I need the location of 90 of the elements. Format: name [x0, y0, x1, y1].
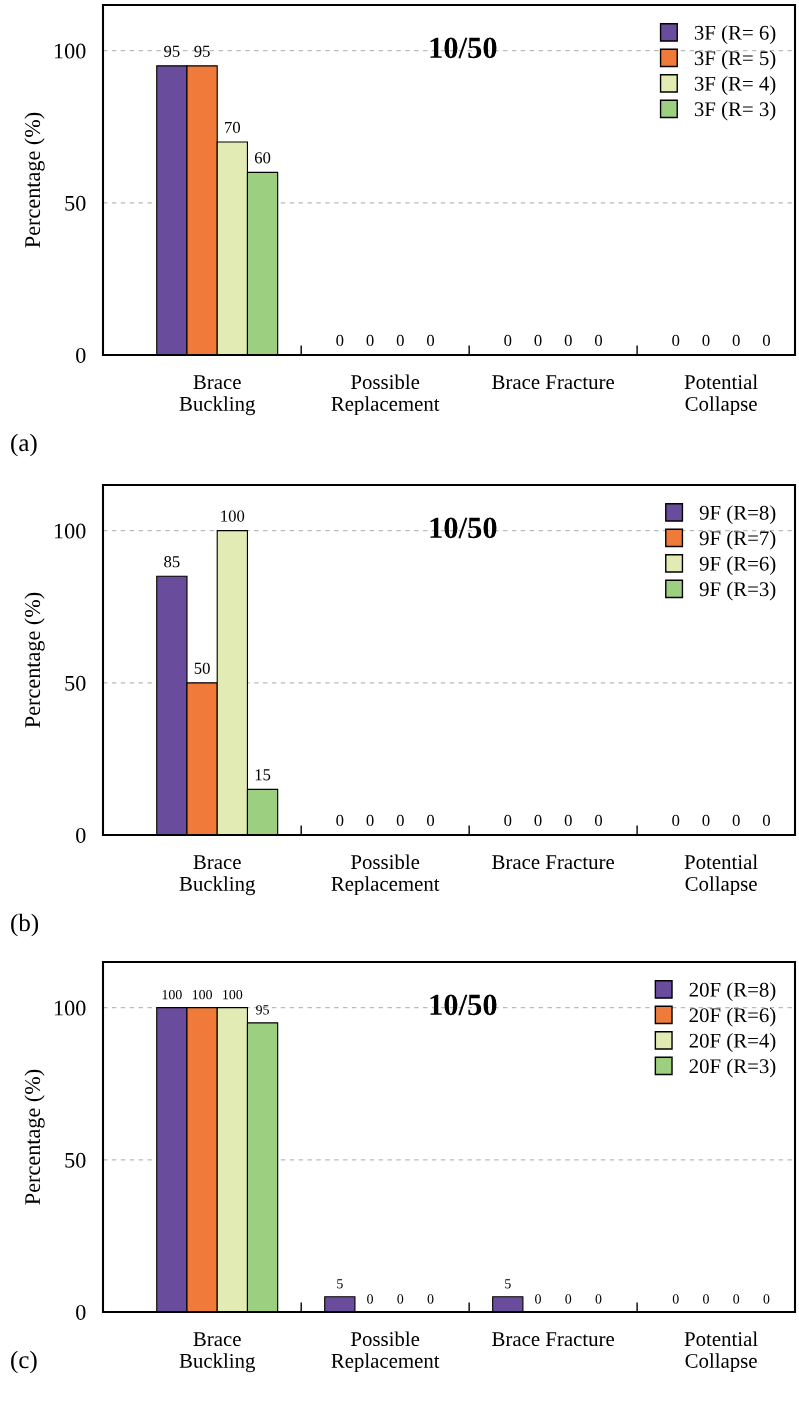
x-tick-label: Possible Replacement [331, 374, 440, 416]
y-tick-label: 100 [54, 43, 86, 59]
y-axis-title: Percentage (%) [24, 112, 45, 248]
y-tick-label: 100 [54, 523, 86, 539]
data-label: 0 [702, 814, 710, 827]
data-label: 95 [256, 1005, 269, 1015]
text: 10/50 [430, 994, 497, 1016]
data-label: 100 [192, 989, 212, 1000]
data-label: 95 [194, 45, 210, 57]
legend-label: 3F (R= 6) [694, 25, 776, 45]
y-tick-label: 100 [54, 1000, 86, 1016]
x-tick-label: Brace Fracture [492, 375, 615, 390]
y-tick-label: 50 [65, 1152, 86, 1168]
data-label: 100 [223, 989, 243, 1000]
data-label: 0 [594, 814, 603, 827]
data-label: 0 [534, 814, 542, 827]
data-label: 0 [762, 334, 770, 347]
text: 10/50 [430, 37, 497, 59]
y-axis-title: Percentage (%) [24, 592, 45, 728]
data-label: 0 [336, 814, 344, 827]
data-label: 95 [164, 45, 180, 57]
data-label: 0 [672, 1294, 679, 1304]
legend-label: 20F (R=6) [689, 1007, 776, 1027]
legend-label: 20F (R=4) [689, 1033, 776, 1052]
x-tick-label: Potential Collapse [684, 854, 758, 896]
x-tick-label: Brace Fracture [492, 855, 615, 870]
data-label: 0 [366, 814, 374, 827]
legend-label: 9F (R=7) [699, 530, 776, 550]
data-label: 0 [427, 1294, 434, 1304]
x-tick-label: Possible Replacement [331, 854, 440, 896]
y-tick-label: 50 [65, 675, 86, 691]
data-label: 0 [367, 1294, 373, 1304]
data-label: 100 [162, 989, 182, 1000]
text: (b) [11, 913, 39, 937]
legend-label: 3F (R= 3) [694, 101, 776, 121]
x-tick-label: Brace Buckling [179, 1332, 256, 1373]
text: (a) [11, 433, 37, 457]
data-label: 0 [504, 334, 512, 347]
data-label: 0 [703, 1294, 709, 1304]
legend-label: 20F (R=8) [689, 982, 776, 1002]
legend-label: 9F (R=3) [699, 581, 776, 601]
data-label: 0 [702, 334, 710, 347]
y-tick-label: 0 [76, 1304, 86, 1320]
data-label: 0 [763, 1294, 770, 1304]
legend-label: 3F (R= 4) [694, 76, 776, 95]
x-tick-label: Brace Buckling [179, 375, 256, 416]
data-label: 0 [672, 814, 680, 827]
data-label: 0 [564, 814, 572, 827]
legend-label: 20F (R=3) [689, 1058, 776, 1078]
x-tick-label: Brace Buckling [179, 855, 256, 896]
legend-label: 9F (R=6) [699, 556, 776, 575]
y-tick-label: 0 [76, 827, 86, 843]
data-label: 0 [396, 334, 404, 347]
data-label: 15 [255, 769, 271, 781]
data-label: 0 [366, 334, 374, 347]
data-label: 0 [336, 334, 344, 347]
data-label: 0 [565, 1294, 572, 1304]
data-label: 70 [225, 121, 241, 134]
x-tick-label: Possible Replacement [331, 1331, 440, 1373]
text: (c) [11, 1350, 37, 1374]
data-label: 0 [732, 814, 740, 827]
y-axis-title: Percentage (%) [24, 1069, 45, 1205]
data-label: 0 [426, 814, 435, 827]
data-label: 0 [732, 334, 740, 347]
text: 10/50 [430, 517, 497, 539]
data-label: 0 [762, 814, 770, 827]
data-label: 50 [194, 662, 210, 674]
data-label: 85 [164, 556, 180, 568]
data-label: 5 [337, 1279, 343, 1289]
data-label: 60 [254, 152, 271, 164]
data-label: 0 [397, 1294, 404, 1304]
y-tick-label: 0 [76, 347, 86, 363]
data-label: 0 [595, 1294, 602, 1304]
data-label: 0 [426, 334, 435, 347]
x-tick-label: Potential Collapse [684, 1331, 758, 1373]
data-label: 0 [504, 814, 512, 827]
data-label: 0 [672, 334, 680, 347]
data-label: 100 [221, 510, 245, 522]
legend-label: 9F (R=8) [699, 505, 776, 525]
data-label: 0 [594, 334, 603, 347]
x-tick-label: Potential Collapse [684, 374, 758, 416]
data-label: 0 [733, 1294, 740, 1304]
data-label: 0 [534, 334, 542, 347]
y-tick-label: 50 [65, 195, 86, 211]
data-label: 0 [564, 334, 572, 347]
data-label: 0 [396, 814, 404, 827]
legend-label: 3F (R= 5) [694, 50, 776, 70]
data-label: 0 [535, 1294, 541, 1304]
data-label: 5 [505, 1279, 511, 1289]
x-tick-label: Brace Fracture [492, 1332, 615, 1347]
